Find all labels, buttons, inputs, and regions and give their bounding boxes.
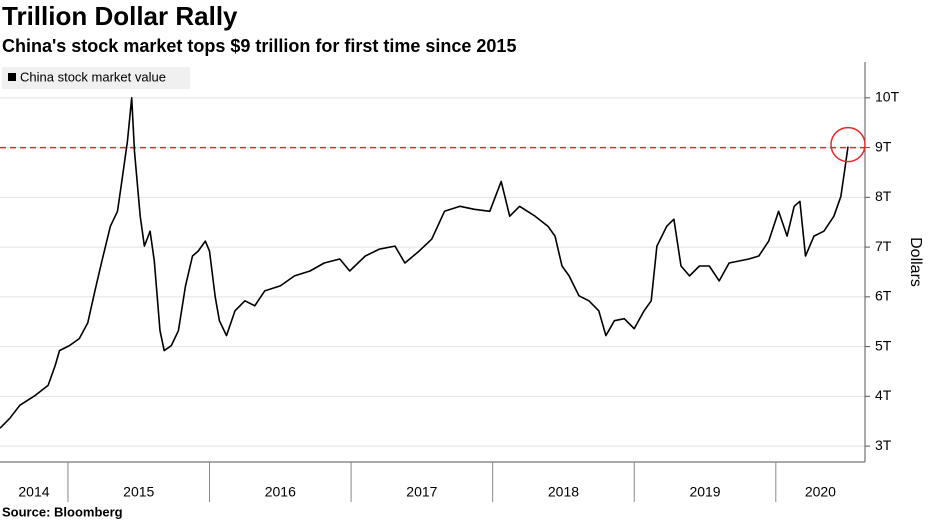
highlight-circle bbox=[830, 126, 866, 163]
y-tick-label: 10T bbox=[875, 89, 900, 105]
legend-box bbox=[2, 67, 190, 89]
x-tick-label: 2014 bbox=[18, 484, 49, 500]
y-tick-label: 6T bbox=[875, 288, 892, 304]
x-tick-label: 2020 bbox=[805, 484, 836, 500]
y-axis-label: Dollars bbox=[907, 237, 924, 287]
x-tick-label: 2015 bbox=[123, 484, 154, 500]
y-tick-label: 8T bbox=[875, 188, 892, 204]
source: Source: Bloomberg bbox=[2, 504, 123, 519]
y-tick-label: 3T bbox=[875, 437, 892, 453]
y-tick-label: 9T bbox=[875, 138, 892, 154]
y-tick-label: 4T bbox=[875, 387, 892, 403]
legend-swatch bbox=[8, 73, 16, 81]
x-tick-label: 2017 bbox=[406, 484, 437, 500]
legend-label: China stock market value bbox=[20, 69, 166, 84]
x-tick-label: 2016 bbox=[265, 484, 296, 500]
chart-title: Trillion Dollar Rally bbox=[2, 1, 238, 31]
chart-subtitle: China's stock market tops $9 trillion fo… bbox=[2, 36, 516, 56]
x-tick-label: 2018 bbox=[548, 484, 579, 500]
x-tick-label: 2019 bbox=[689, 484, 720, 500]
data-line bbox=[0, 97, 849, 429]
y-tick-label: 5T bbox=[875, 337, 892, 353]
y-tick-label: 7T bbox=[875, 238, 892, 254]
